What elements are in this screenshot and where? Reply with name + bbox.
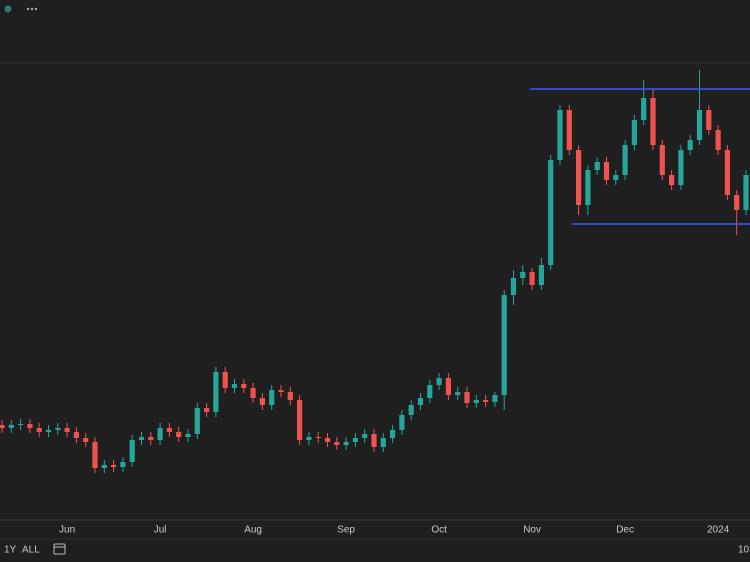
plot — [0, 70, 750, 473]
x-tick-label: Jun — [59, 525, 75, 536]
calendar-button[interactable] — [53, 543, 66, 555]
candle-body — [27, 424, 33, 428]
candle-body — [538, 265, 544, 285]
candle-body — [529, 272, 535, 285]
x-tick-label: Aug — [244, 525, 262, 536]
candle-body — [64, 428, 70, 432]
candle-body — [631, 120, 637, 145]
candle-body — [576, 150, 582, 205]
candle-body — [362, 434, 368, 438]
candle-body — [399, 415, 405, 430]
candle-body — [250, 388, 256, 398]
candle-body — [157, 428, 163, 440]
candle-body — [231, 384, 238, 388]
candle-body — [687, 140, 693, 150]
x-tick-label: Jul — [154, 525, 167, 536]
candle-body — [603, 162, 610, 180]
candle-body — [501, 295, 507, 395]
x-tick-label: Sep — [337, 525, 355, 536]
candle-body — [129, 440, 135, 462]
candle-body — [55, 428, 61, 430]
candle-body — [483, 400, 489, 402]
candle-body — [510, 278, 517, 295]
candle-body — [148, 437, 154, 440]
candle-body — [492, 395, 498, 402]
candle-body — [696, 110, 703, 140]
status-dot[interactable] — [4, 5, 12, 13]
candle-body — [194, 408, 200, 434]
candle-body — [455, 392, 461, 395]
candle-body — [352, 438, 358, 442]
candle-body — [445, 378, 451, 395]
candle-body — [101, 465, 107, 468]
candle-body — [715, 130, 721, 150]
candle-body — [613, 175, 619, 180]
candle-body — [324, 438, 331, 442]
candle-body — [213, 372, 219, 412]
range-button[interactable]: ALL — [22, 545, 40, 556]
candle-body — [111, 465, 117, 467]
candle-body — [269, 390, 275, 405]
candle-body — [8, 425, 14, 428]
candle-body — [566, 110, 572, 150]
x-tick-label: Oct — [431, 525, 447, 536]
candle-body — [408, 405, 414, 415]
candle-body — [36, 428, 42, 432]
candle-body — [334, 442, 340, 445]
candle-body — [83, 438, 89, 442]
candle-body — [315, 437, 321, 438]
x-tick-label: Nov — [523, 525, 541, 536]
candle-body — [0, 425, 5, 428]
candle-body — [473, 400, 479, 403]
candle-body — [73, 432, 79, 438]
candle-body — [548, 160, 554, 265]
candle-body — [185, 434, 191, 437]
candle-body — [743, 175, 749, 210]
candle-body — [659, 145, 665, 175]
range-button[interactable]: 1Y — [4, 545, 17, 556]
clock: 10: — [738, 545, 750, 556]
candle-body — [241, 384, 247, 388]
candle-body — [650, 98, 656, 145]
candle-body — [417, 398, 424, 405]
candle-body — [594, 162, 600, 170]
candle-body — [306, 437, 312, 440]
candle-body — [92, 442, 98, 468]
candle-body — [669, 175, 675, 185]
candle-body — [734, 195, 740, 210]
candle-body — [706, 110, 712, 130]
candle-body — [278, 390, 284, 392]
candle-body — [18, 424, 24, 425]
candle-body — [436, 378, 442, 385]
candle-body — [259, 398, 265, 405]
candle-body — [343, 442, 349, 445]
candle-body — [641, 98, 647, 120]
candle-body — [390, 430, 396, 438]
candle-body — [520, 272, 526, 278]
candle-body — [120, 462, 126, 467]
candle-body — [724, 150, 730, 195]
candle-body — [176, 432, 182, 437]
candle-body — [222, 372, 228, 388]
candle-body — [204, 408, 210, 412]
candle-body — [287, 392, 293, 400]
candle-body — [678, 150, 684, 185]
candle-body — [622, 145, 628, 175]
candle-body — [557, 110, 563, 160]
candle-body — [464, 392, 470, 403]
candle-body — [166, 428, 172, 432]
more-menu[interactable] — [26, 7, 38, 11]
candle-body — [380, 438, 386, 447]
x-tick-label: Dec — [616, 525, 634, 536]
candle-body — [297, 400, 303, 440]
candle-body — [371, 434, 377, 447]
x-tick-label: 2024 — [707, 525, 730, 536]
candle-body — [45, 430, 52, 432]
candle-body — [427, 385, 433, 398]
candle-body — [138, 437, 145, 440]
candle-body — [585, 170, 591, 205]
